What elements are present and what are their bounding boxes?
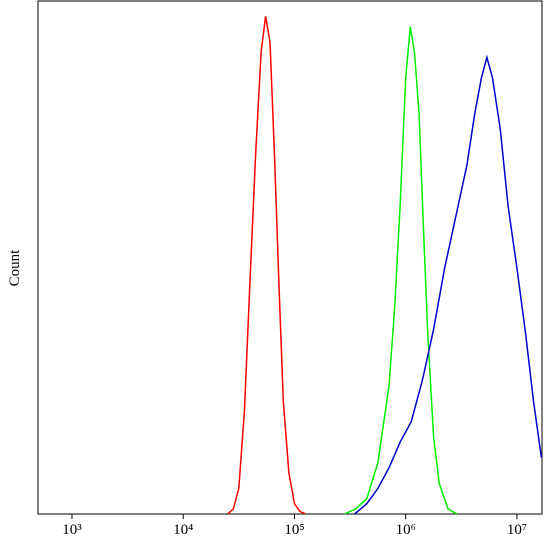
x-tick-label: 10⁴	[173, 522, 193, 538]
x-tick-label: 10⁵	[284, 522, 304, 538]
x-tick-label: 10⁶	[396, 522, 416, 538]
x-tick-label: 10³	[62, 522, 82, 538]
histogram-line	[354, 54, 543, 515]
histogram-line	[227, 16, 306, 515]
histogram-line	[344, 26, 458, 515]
y-axis-label: Count	[7, 249, 23, 287]
plot-frame	[37, 0, 543, 515]
x-tick-label: 10⁷	[507, 522, 527, 538]
